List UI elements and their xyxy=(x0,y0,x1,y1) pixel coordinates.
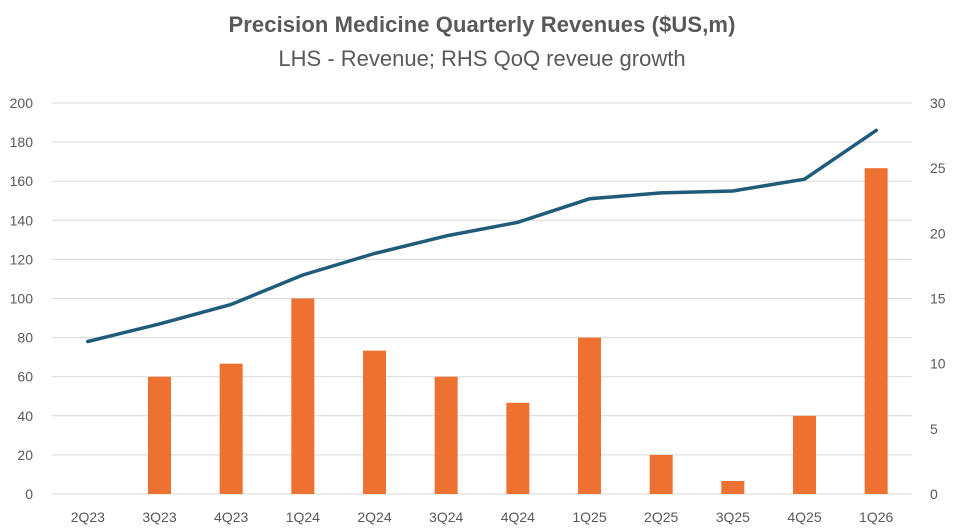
bar-3Q24 xyxy=(434,376,458,494)
left-tick-label: 40 xyxy=(17,408,33,424)
left-tick-label: 100 xyxy=(10,291,34,307)
x-tick-label: 4Q23 xyxy=(214,509,248,525)
line-point-4Q24 xyxy=(516,220,520,224)
chart-subtitle: LHS - Revenue; RHS QoQ reveue growth xyxy=(278,46,686,71)
right-tick-label: 15 xyxy=(930,291,946,307)
gridlines xyxy=(52,102,912,495)
line-point-4Q23 xyxy=(229,302,233,306)
left-tick-label: 140 xyxy=(10,212,34,228)
x-tick-label: 3Q25 xyxy=(716,509,750,525)
bar-2Q25 xyxy=(649,454,673,494)
x-axis-ticks: 2Q23 3Q23 4Q23 1Q24 2Q24 3Q24 4Q24 1Q25 2Q25 3Q25… xyxy=(71,509,894,525)
bar-series xyxy=(148,168,888,494)
left-axis-ticks: 0 20 40 60 80 100 120 140 160 180 200 xyxy=(10,95,34,502)
left-tick-label: 180 xyxy=(10,134,34,150)
line-point-3Q24 xyxy=(444,234,448,238)
bar-4Q25 xyxy=(793,415,816,494)
bar-2Q24 xyxy=(363,350,386,494)
line-point-1Q24 xyxy=(301,273,305,277)
left-tick-label: 80 xyxy=(17,330,33,346)
line-point-2Q24 xyxy=(373,252,376,256)
left-tick-label: 200 xyxy=(10,95,34,111)
x-tick-label: 2Q23 xyxy=(71,509,105,525)
line-point-3Q25 xyxy=(731,189,735,193)
x-tick-label: 4Q24 xyxy=(501,509,535,525)
left-tick-label: 60 xyxy=(17,369,33,385)
x-tick-label: 3Q23 xyxy=(142,509,176,525)
line-point-4Q25 xyxy=(803,177,806,181)
x-tick-label: 3Q24 xyxy=(429,509,463,525)
right-tick-label: 10 xyxy=(930,356,946,372)
x-tick-label: 4Q25 xyxy=(787,509,821,525)
x-tick-label: 1Q24 xyxy=(286,509,320,525)
right-tick-label: 20 xyxy=(930,225,946,241)
line-series xyxy=(86,128,878,344)
x-tick-label: 2Q24 xyxy=(357,509,391,525)
x-tick-label: 1Q25 xyxy=(572,509,606,525)
bar-1Q24 xyxy=(291,298,315,494)
line-point-2Q23 xyxy=(86,340,90,344)
line-point-1Q25 xyxy=(588,197,591,201)
bar-3Q25 xyxy=(721,480,745,494)
x-tick-label: 2Q25 xyxy=(644,509,678,525)
left-tick-label: 20 xyxy=(17,447,33,463)
right-tick-label: 0 xyxy=(930,486,938,502)
left-tick-label: 0 xyxy=(25,486,33,502)
right-tick-label: 25 xyxy=(930,160,946,176)
bar-4Q24 xyxy=(506,402,530,494)
line-point-2Q25 xyxy=(659,191,663,195)
x-tick-label: 1Q26 xyxy=(859,509,893,525)
right-tick-label: 5 xyxy=(930,421,938,437)
bar-3Q23 xyxy=(148,376,171,494)
bar-4Q23 xyxy=(219,363,243,494)
line-point-3Q23 xyxy=(158,322,161,326)
right-axis-ticks: 0 5 10 15 20 25 30 xyxy=(930,95,946,502)
chart-title: Precision Medicine Quarterly Revenues ($… xyxy=(228,12,736,37)
right-tick-label: 30 xyxy=(930,95,946,111)
left-tick-label: 160 xyxy=(10,173,34,189)
bar-1Q26 xyxy=(864,168,888,494)
revenue-line xyxy=(86,128,878,344)
bar-1Q25 xyxy=(578,337,601,494)
left-tick-label: 120 xyxy=(10,251,34,267)
line-point-1Q26 xyxy=(874,128,878,132)
